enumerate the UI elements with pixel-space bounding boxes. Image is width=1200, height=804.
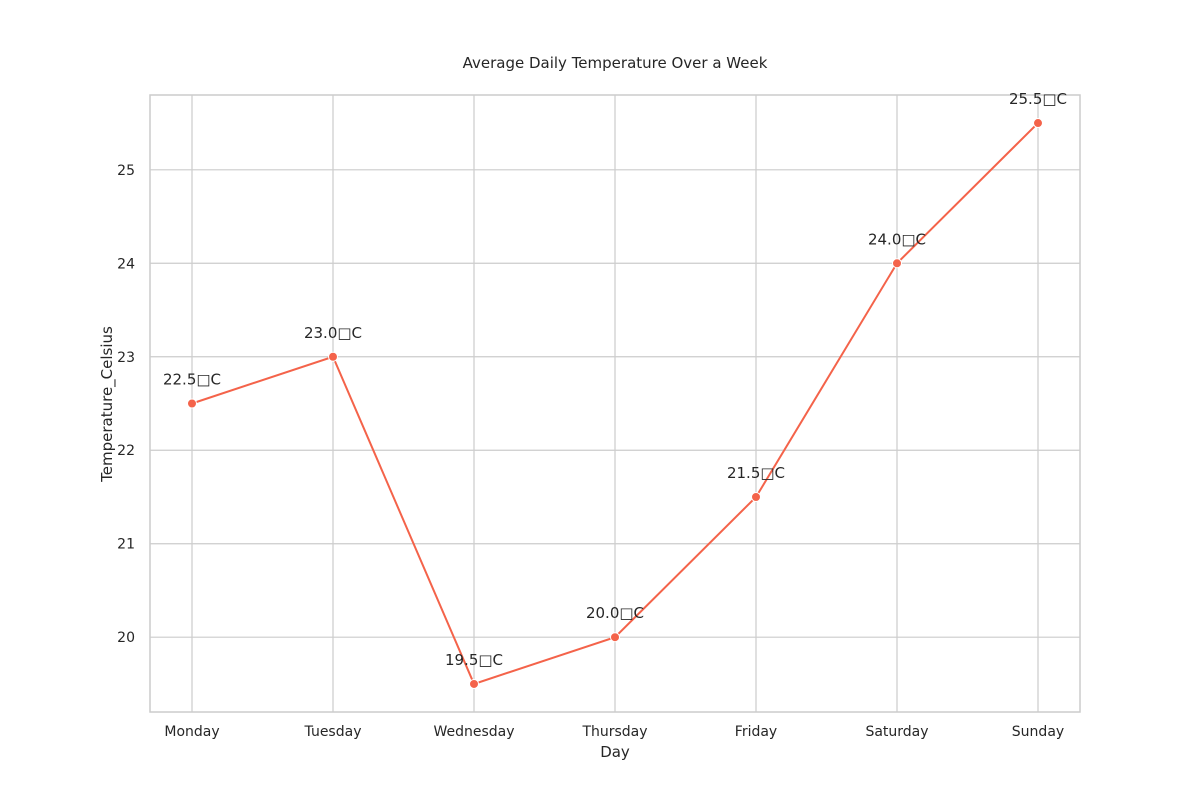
x-tick-label: Tuesday [304,724,362,740]
plot-frame [149,94,1081,713]
y-tick-label: 25 [117,163,135,179]
data-label: 22.5□C [163,371,221,389]
x-axis-label: Day [600,743,630,761]
x-tick-label: Saturday [865,724,928,740]
y-tick-labels: 20 21 22 23 24 25 [117,163,135,646]
y-tick-label: 23 [117,350,135,366]
grid-lines [150,95,1080,712]
data-label: 21.5□C [727,464,785,482]
data-label: 25.5□C [1009,90,1067,108]
y-axis-label: Temperature_Celsius [98,326,117,483]
data-point [610,632,620,643]
x-tick-labels: Monday Tuesday Wednesday Thursday Friday Satu… [164,724,1064,740]
data-point [751,491,761,502]
y-tick-label: 21 [117,537,135,553]
data-label: 19.5□C [445,651,503,669]
data-labels: 22.5□C 23.0□C 19.5□C 20.0□C 21.5□C 24.0□C 25.5… [163,90,1067,669]
data-point [1033,118,1043,129]
x-tick-label: Wednesday [433,724,514,740]
x-tick-label: Thursday [581,724,647,740]
chart-title: Average Daily Temperature Over a Week [463,54,768,72]
data-point [187,398,197,409]
x-tick-label: Friday [735,724,777,740]
data-point [892,258,902,269]
data-point [328,351,338,362]
data-point [469,678,479,689]
y-tick-label: 20 [117,630,135,646]
data-label: 20.0□C [586,604,644,622]
data-label: 24.0□C [868,230,926,248]
x-tick-label: Monday [164,724,219,740]
data-label: 23.0□C [304,324,362,342]
series-layer [187,118,1043,689]
x-tick-label: Sunday [1012,724,1064,740]
y-tick-label: 22 [117,443,135,459]
y-tick-label: 24 [117,256,135,272]
